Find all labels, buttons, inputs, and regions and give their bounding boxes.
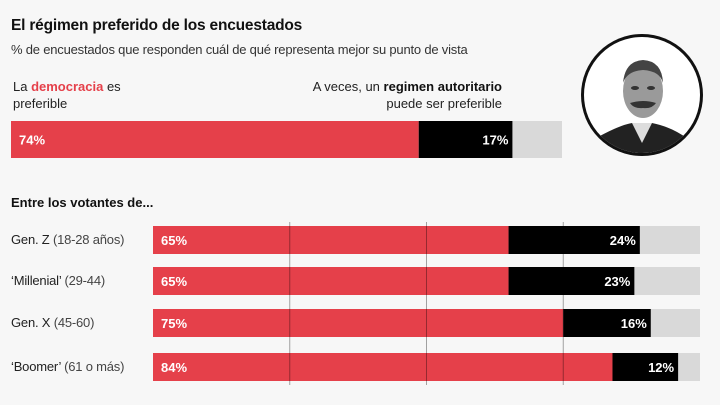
- label-democracy: 74%: [19, 133, 45, 148]
- label-authoritarian: 17%: [482, 133, 508, 148]
- label-authoritarian: 23%: [604, 274, 630, 289]
- section-title: Entre los votantes de...: [11, 195, 154, 210]
- bar-democracy: [11, 121, 419, 158]
- bar-authoritarian: [418, 121, 513, 158]
- label-authoritarian: 24%: [610, 233, 636, 248]
- category-name: Gen. X: [11, 315, 54, 330]
- legend-authoritarian: A veces, un regimen autoritario puede se…: [260, 78, 502, 112]
- bar-democracy: [153, 309, 564, 337]
- bar-democracy: [153, 353, 613, 381]
- label-authoritarian: 16%: [621, 316, 647, 331]
- label-authoritarian: 12%: [648, 360, 674, 375]
- legend-text: La: [13, 79, 32, 94]
- label-democracy: 65%: [161, 274, 187, 289]
- category-label: Gen. Z (18-28 años): [11, 232, 124, 247]
- category-label: Gen. X (45-60): [11, 315, 94, 330]
- bar-democracy: [153, 226, 509, 254]
- label-democracy: 84%: [161, 360, 187, 375]
- legend-keyword: democracia: [31, 79, 104, 94]
- chart-subtitle: % de encuestados que responden cuál de q…: [11, 42, 468, 57]
- legend-keyword: regimen autoritario: [383, 79, 502, 94]
- category-range: (29-44): [64, 273, 105, 288]
- legend-text: A veces, un: [312, 79, 384, 94]
- category-label: ‘Millenial’ (29-44): [11, 273, 105, 288]
- category-name: ‘Millenial’: [11, 273, 65, 288]
- label-democracy: 75%: [161, 316, 187, 331]
- category-range: (61 o más): [64, 359, 125, 374]
- bar-authoritarian: [563, 309, 651, 337]
- chart-title: El régimen preferido de los encuestados: [11, 17, 303, 34]
- bar-democracy: [153, 267, 509, 295]
- category-range: (45-60): [53, 315, 95, 330]
- category-name: ‘Boomer’: [11, 359, 65, 374]
- legend-text: es preferible: [13, 79, 121, 111]
- category-range: (18-28 años): [52, 232, 125, 247]
- category-label: ‘Boomer’ (61 o más): [11, 359, 124, 374]
- legend-text: puede ser preferible: [386, 96, 502, 111]
- man-portrait-icon: [581, 34, 703, 156]
- category-name: Gen. Z: [11, 232, 53, 247]
- bar-authoritarian: [612, 353, 679, 381]
- bar-authoritarian: [508, 226, 640, 254]
- label-democracy: 65%: [161, 233, 187, 248]
- legend-democracy: La democracia es preferible: [13, 78, 143, 112]
- bar-authoritarian: [508, 267, 635, 295]
